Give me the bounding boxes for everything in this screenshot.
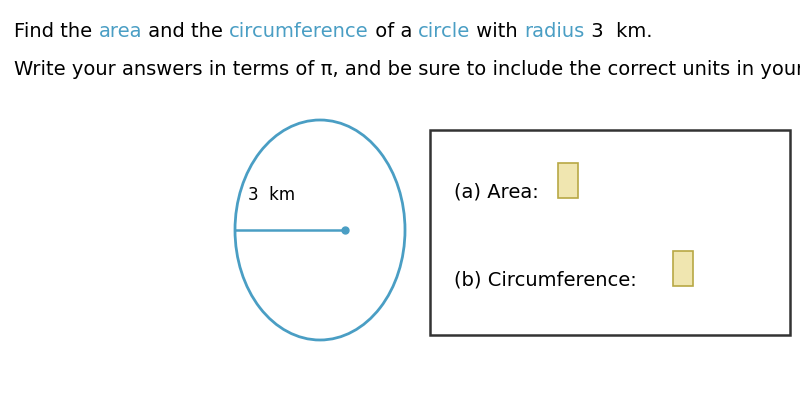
Text: area: area (98, 22, 142, 41)
Text: 3  km.: 3 km. (585, 22, 652, 41)
Bar (673, 251, 693, 286)
Text: (a) Area:: (a) Area: (454, 182, 545, 201)
Text: Write your answers in terms of π, and be sure to include the correct units in yo: Write your answers in terms of π, and be… (14, 60, 800, 79)
Bar (558, 163, 578, 198)
Text: Find the: Find the (14, 22, 98, 41)
Text: with: with (470, 22, 524, 41)
Text: (b) Circumference:: (b) Circumference: (454, 270, 643, 289)
Text: and the: and the (142, 22, 229, 41)
Text: circumference: circumference (229, 22, 369, 41)
Text: 3  km: 3 km (248, 186, 295, 204)
Text: radius: radius (524, 22, 585, 41)
Text: of a: of a (369, 22, 418, 41)
Text: circle: circle (418, 22, 470, 41)
Bar (430, 130, 790, 335)
